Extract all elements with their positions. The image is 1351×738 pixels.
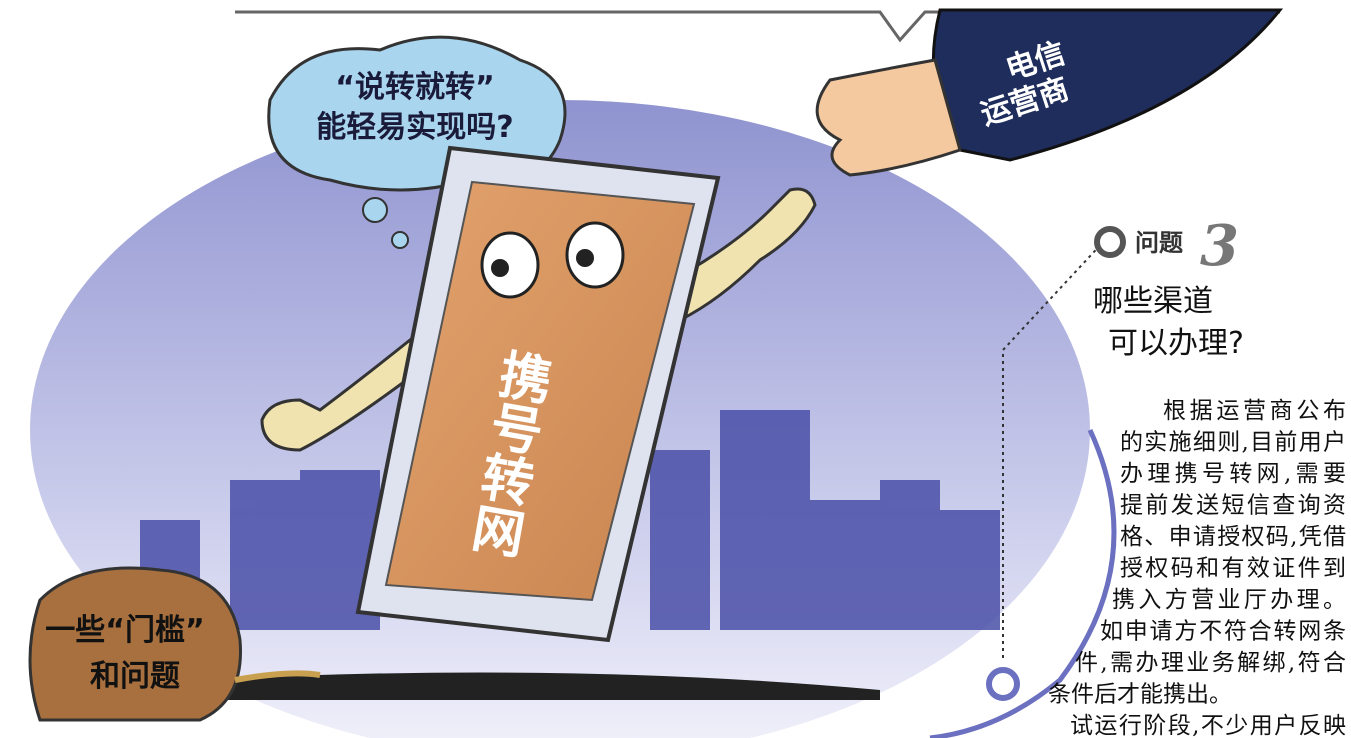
bubble-dot [391, 231, 409, 249]
body-line: 的实施细则,目前用户 [1120, 430, 1346, 456]
hand [815, 58, 962, 177]
rock-text: 一些“门槛” [45, 613, 204, 648]
arc [929, 428, 1117, 738]
pupil [491, 259, 509, 277]
bubble-text: 能轻易实现吗? [316, 110, 513, 145]
rock [28, 566, 242, 722]
body-line: 授权码和有效证件到 [1120, 556, 1346, 582]
eye [480, 231, 540, 299]
body-line: 根据运营商公布 [1163, 398, 1346, 424]
sleeve [931, 8, 1284, 162]
body-line: 携入方营业厅办理。 [1112, 587, 1346, 613]
question-number: 3 [1200, 213, 1239, 279]
body-line: 件,需办理业务解绑,符合 [1075, 650, 1346, 676]
bubble-text: “说转就转” [335, 70, 494, 105]
body-line: 试运行阶段,不少用户反映 [1070, 713, 1346, 738]
arm [677, 187, 817, 323]
marker [1094, 226, 1126, 258]
pupil [576, 249, 594, 267]
eye [565, 221, 625, 289]
body-line: 办理携号转网,需要 [1120, 461, 1346, 487]
rope [234, 670, 321, 683]
body-line: 条件后才能携出。 [1048, 682, 1232, 708]
body-line: 提前发送短信查询资 [1120, 493, 1346, 519]
question-title: 哪些渠道 [1093, 284, 1213, 319]
bubble-dot [362, 197, 388, 223]
rock-text: 和问题 [90, 659, 180, 694]
arm [260, 337, 422, 452]
phone-screen [384, 180, 696, 602]
body-line: 格、申请授权码,凭借 [1120, 524, 1346, 550]
body-text: 根据运营商公布的实施细则,目前用户办理携号转网,需要提前发送短信查询资格、申请授… [1048, 398, 1346, 738]
question-tag: 问题 [1135, 229, 1183, 257]
question-title: 可以办理? [1108, 326, 1244, 361]
body-line: 如申请方不符合转网条 [1100, 619, 1346, 645]
marker [986, 667, 1020, 701]
